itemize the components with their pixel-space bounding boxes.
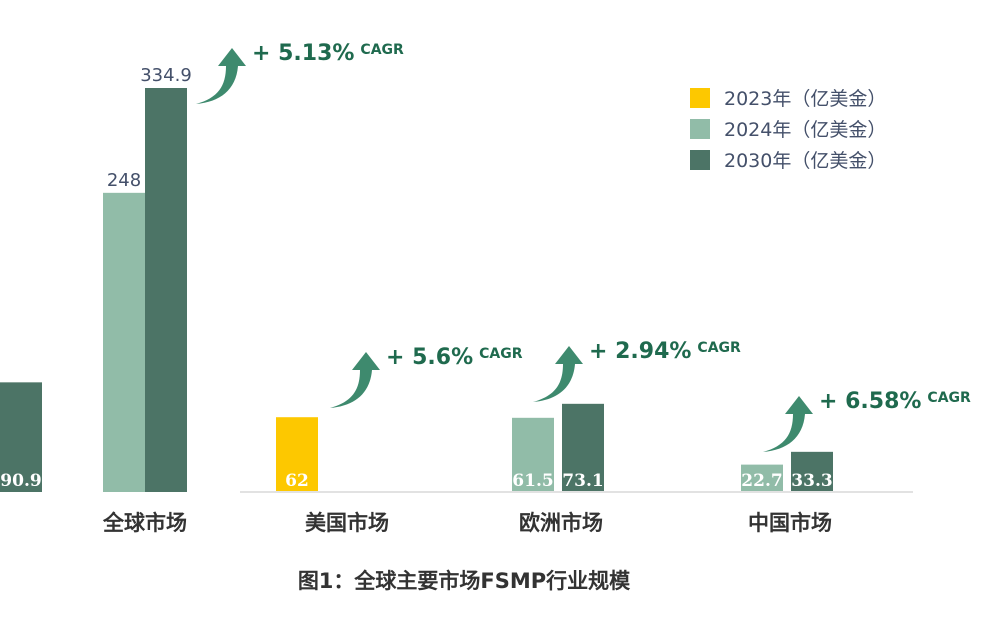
legend-label-1: 2024年（亿美金） — [724, 119, 886, 141]
cagr-value: + 5.13% — [252, 41, 354, 66]
cagr-value: + 6.58% — [819, 389, 921, 414]
legend-swatch-0 — [690, 88, 710, 108]
category-label: 中国市场 — [748, 511, 832, 535]
legend-swatch-1 — [690, 119, 710, 139]
category-labels-layer: 全球市场 美国市场 欧洲市场 中国市场 — [102, 511, 832, 535]
cagr-arrow-icon — [763, 396, 813, 452]
bar-3-series-2 — [791, 451, 833, 492]
category-label: 欧洲市场 — [519, 511, 603, 535]
value-label: 248 — [107, 170, 141, 191]
category-label: 美国市场 — [305, 511, 389, 535]
cagr-arrows-layer: + 5.13% CAGR + 5.6% CAGR + 2.94% CAGR + 6.58% C… — [196, 41, 971, 452]
cagr-value: + 5.6% — [386, 345, 473, 370]
legend: 2023年（亿美金） 2024年（亿美金） 2030年（亿美金） — [690, 88, 886, 172]
legend-label-0: 2023年（亿美金） — [724, 88, 886, 110]
cagr-suffix: CAGR — [360, 42, 404, 58]
cagr-suffix: CAGR — [479, 346, 523, 362]
bars-layer — [0, 88, 833, 493]
value-labels-layer: 248 334.9 62 90.9 61.5 73.1 22.7 33.3 — [0, 65, 832, 491]
value-label: 61.5 — [512, 471, 553, 491]
chart-title: 图1：全球主要市场FSMP行业规模 — [298, 569, 631, 593]
legend-label-2: 2030年（亿美金） — [724, 150, 886, 172]
bar-1-series-2 — [0, 382, 42, 492]
bar-0-series-1 — [103, 192, 145, 493]
value-label: 62 — [285, 471, 309, 491]
bar-3-series-1 — [741, 464, 783, 492]
value-label: 334.9 — [140, 65, 192, 86]
value-label: 90.9 — [0, 471, 41, 491]
bar-2-series-1 — [512, 417, 554, 492]
cagr-value: + 2.94% — [589, 339, 691, 364]
legend-swatch-2 — [690, 150, 710, 170]
cagr-suffix: CAGR — [697, 340, 741, 356]
bar-1-series-0 — [276, 417, 318, 492]
value-label: 73.1 — [562, 471, 603, 491]
category-label: 全球市场 — [102, 511, 187, 535]
bar-2-series-2 — [562, 403, 604, 492]
cagr-arrow-icon — [533, 346, 583, 402]
bar-0-series-2 — [145, 88, 187, 492]
value-label: 22.7 — [741, 471, 782, 491]
cagr-arrow-icon — [330, 352, 380, 408]
cagr-suffix: CAGR — [927, 390, 971, 406]
cagr-arrow-icon — [196, 48, 246, 104]
value-label: 33.3 — [791, 471, 832, 491]
